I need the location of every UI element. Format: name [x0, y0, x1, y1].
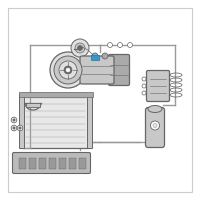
Circle shape	[75, 43, 85, 53]
Bar	[79, 158, 86, 169]
Bar	[19, 93, 24, 148]
Circle shape	[59, 61, 77, 79]
Circle shape	[54, 56, 82, 84]
Circle shape	[19, 127, 21, 129]
Bar	[49, 158, 56, 169]
Circle shape	[151, 121, 160, 130]
Ellipse shape	[148, 106, 162, 112]
Bar	[19, 92, 93, 97]
Circle shape	[128, 43, 132, 47]
Circle shape	[64, 66, 72, 74]
Circle shape	[142, 91, 146, 95]
Circle shape	[66, 68, 70, 72]
Circle shape	[13, 127, 15, 129]
Bar	[91, 55, 99, 60]
Circle shape	[92, 53, 98, 59]
FancyBboxPatch shape	[12, 152, 90, 173]
Circle shape	[13, 119, 15, 121]
Circle shape	[50, 52, 86, 88]
Circle shape	[102, 53, 108, 59]
Circle shape	[142, 84, 146, 88]
Bar	[87, 93, 92, 148]
Circle shape	[118, 43, 122, 47]
Circle shape	[17, 125, 23, 131]
Bar	[23, 93, 88, 148]
Circle shape	[11, 125, 17, 131]
FancyBboxPatch shape	[80, 56, 114, 84]
Circle shape	[142, 77, 146, 81]
Bar	[29, 158, 36, 169]
Circle shape	[78, 46, 83, 50]
Circle shape	[108, 43, 112, 47]
Circle shape	[153, 123, 157, 128]
Circle shape	[71, 39, 89, 57]
Bar	[19, 158, 26, 169]
FancyBboxPatch shape	[146, 71, 170, 102]
Bar	[39, 158, 46, 169]
Circle shape	[11, 117, 17, 123]
Bar	[59, 158, 66, 169]
FancyBboxPatch shape	[108, 54, 130, 86]
FancyBboxPatch shape	[146, 108, 164, 148]
Bar	[69, 158, 76, 169]
Bar	[26, 103, 40, 107]
